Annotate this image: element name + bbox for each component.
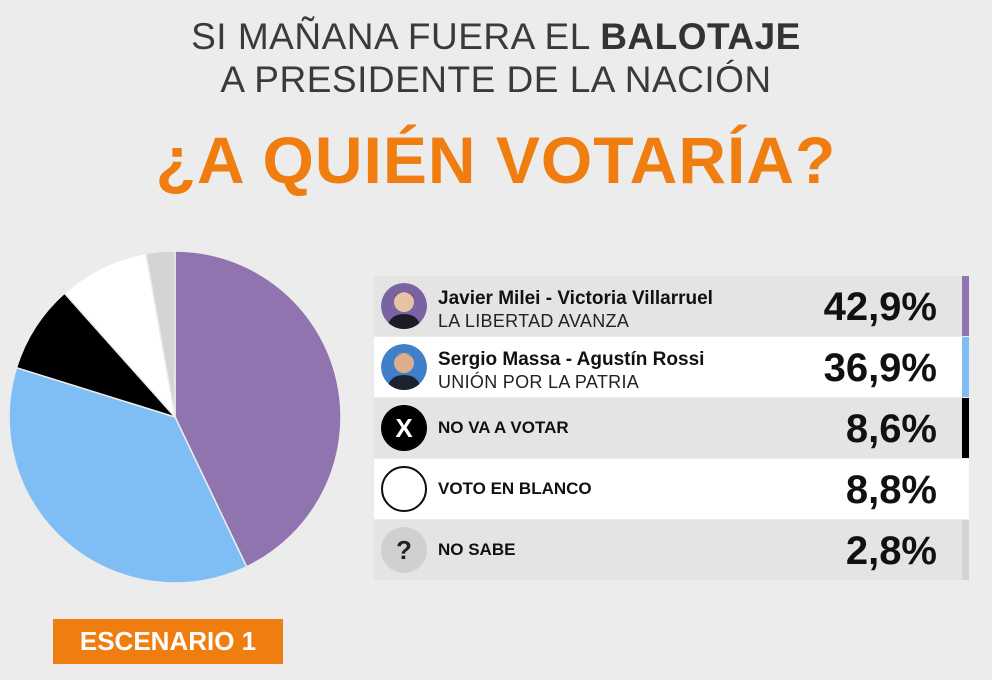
legend-party: LA LIBERTAD AVANZA <box>438 311 630 331</box>
title-line-1: SI MAÑANA FUERA EL BALOTAJE <box>0 18 992 55</box>
scenario-badge: ESCENARIO 1 <box>53 619 283 664</box>
pie-slice-0 <box>174 250 342 568</box>
legend-percent: 8,6% <box>845 407 937 451</box>
pie-chart <box>8 250 342 584</box>
legend-color-bar <box>962 337 969 397</box>
title-prefix: SI MAÑANA FUERA EL <box>191 16 601 57</box>
legend-percent: 2,8% <box>845 529 937 573</box>
question-heading: ¿A QUIÉN VOTARÍA? <box>155 123 837 197</box>
pie-slice-4 <box>145 250 176 418</box>
legend-name: Sergio Massa - Agustín Rossi <box>438 349 705 370</box>
pie-slice-1 <box>8 366 248 584</box>
blank-circle-icon <box>381 466 427 512</box>
legend-row-massa: Sergio Massa - Agustín Rossi UNIÓN POR L… <box>374 337 969 397</box>
legend-percent: 42,9% <box>823 285 937 329</box>
legend-name: NO VA A VOTAR <box>438 418 569 437</box>
legend-color-bar <box>962 459 969 519</box>
legend-name: NO SABE <box>438 540 516 559</box>
candidate-photo-icon <box>381 283 427 329</box>
title-bold: BALOTAJE <box>600 16 801 57</box>
legend-percent: 8,8% <box>845 468 937 512</box>
candidate-photo-icon <box>381 344 427 390</box>
title-line-2: A PRESIDENTE DE LA NACIÓN <box>220 59 772 100</box>
pie-slice-3 <box>63 252 177 420</box>
x-icon: X <box>381 405 427 451</box>
legend-party: UNIÓN POR LA PATRIA <box>438 372 640 392</box>
legend-row-no-vota: X NO VA A VOTAR 8,6% <box>374 398 969 458</box>
legend-row-milei: Javier Milei - Victoria Villarruel LA LI… <box>374 276 969 336</box>
question-icon: ? <box>381 527 427 573</box>
legend-row-blanco: VOTO EN BLANCO 8,8% <box>374 459 969 519</box>
legend: Javier Milei - Victoria Villarruel LA LI… <box>374 276 969 581</box>
legend-color-bar <box>962 520 969 580</box>
legend-percent: 36,9% <box>823 346 937 390</box>
legend-name: Javier Milei - Victoria Villarruel <box>438 288 713 309</box>
legend-color-bar <box>962 398 969 458</box>
pie-slice-2 <box>15 292 178 419</box>
legend-row-no-sabe: ? NO SABE 2,8% <box>374 520 969 580</box>
legend-name: VOTO EN BLANCO <box>438 479 592 498</box>
legend-color-bar <box>962 276 969 336</box>
